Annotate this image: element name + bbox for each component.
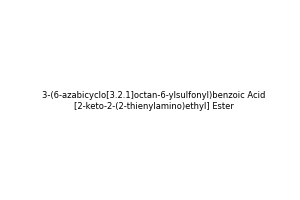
- Text: 3-(6-azabicyclo[3.2.1]octan-6-ylsulfonyl)benzoic Acid [2-keto-2-(2-thienylamino): 3-(6-azabicyclo[3.2.1]octan-6-ylsulfonyl…: [42, 91, 266, 111]
